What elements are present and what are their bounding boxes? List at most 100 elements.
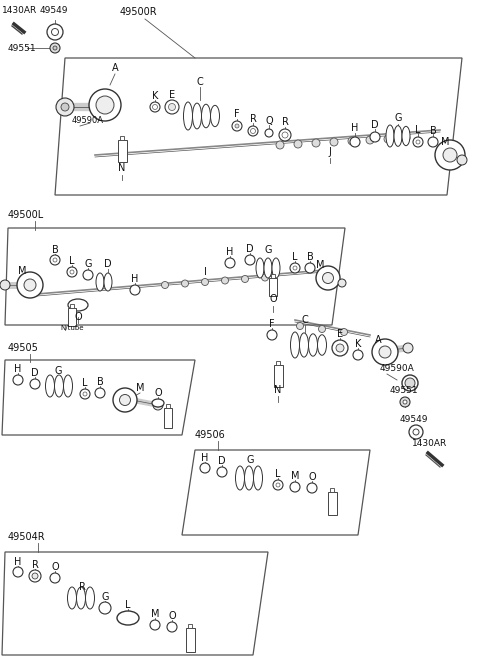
Text: N: N: [274, 385, 282, 395]
Circle shape: [0, 280, 10, 290]
Ellipse shape: [402, 127, 410, 146]
Circle shape: [47, 24, 63, 40]
Text: G: G: [246, 455, 254, 465]
Circle shape: [241, 276, 249, 282]
Text: G: G: [264, 245, 272, 255]
Text: 1430AR: 1430AR: [412, 438, 447, 448]
Circle shape: [51, 29, 59, 36]
Ellipse shape: [272, 258, 280, 278]
Circle shape: [312, 139, 320, 147]
Circle shape: [276, 483, 280, 487]
Bar: [120, 136, 124, 140]
Text: D: D: [31, 368, 39, 378]
Text: M: M: [291, 471, 299, 481]
Circle shape: [83, 392, 87, 396]
Circle shape: [402, 134, 410, 142]
Circle shape: [370, 132, 380, 142]
Ellipse shape: [55, 375, 63, 397]
Circle shape: [350, 137, 360, 147]
Ellipse shape: [96, 273, 104, 291]
Circle shape: [150, 620, 160, 630]
Circle shape: [202, 278, 208, 286]
Circle shape: [181, 280, 189, 287]
Text: L: L: [125, 600, 131, 610]
Text: K: K: [355, 339, 361, 349]
Ellipse shape: [300, 333, 309, 357]
Text: K: K: [152, 91, 158, 101]
Bar: [166, 404, 170, 408]
Text: F: F: [234, 109, 240, 119]
Circle shape: [366, 136, 374, 144]
Circle shape: [225, 258, 235, 268]
Circle shape: [403, 400, 407, 404]
Text: Q: Q: [265, 116, 273, 126]
Circle shape: [400, 397, 410, 407]
Ellipse shape: [183, 102, 192, 130]
Circle shape: [276, 141, 284, 149]
Ellipse shape: [402, 375, 418, 391]
Text: E: E: [169, 90, 175, 100]
Bar: [186, 628, 195, 652]
Ellipse shape: [211, 105, 219, 127]
Circle shape: [338, 279, 346, 287]
Ellipse shape: [290, 332, 300, 358]
Ellipse shape: [76, 587, 85, 609]
Circle shape: [267, 330, 277, 340]
Circle shape: [130, 285, 140, 295]
Text: H: H: [14, 364, 22, 374]
Ellipse shape: [379, 346, 391, 358]
Bar: [118, 140, 127, 162]
Text: 49505: 49505: [8, 343, 39, 353]
Ellipse shape: [394, 126, 402, 147]
Circle shape: [353, 350, 363, 360]
Circle shape: [262, 274, 268, 281]
Circle shape: [217, 467, 227, 477]
Circle shape: [330, 138, 338, 146]
Circle shape: [307, 483, 317, 493]
Ellipse shape: [317, 335, 326, 355]
Circle shape: [340, 328, 348, 335]
Bar: [269, 278, 277, 296]
Text: D: D: [104, 259, 112, 269]
Bar: [276, 361, 280, 365]
Text: O: O: [51, 562, 59, 572]
Circle shape: [428, 137, 438, 147]
Circle shape: [265, 129, 273, 137]
Bar: [330, 488, 334, 492]
Circle shape: [53, 46, 57, 50]
Text: L: L: [275, 469, 281, 479]
Circle shape: [61, 103, 69, 111]
Bar: [68, 308, 76, 326]
Text: 49549: 49549: [400, 416, 429, 424]
Text: B: B: [96, 377, 103, 387]
Circle shape: [50, 43, 60, 53]
Ellipse shape: [435, 140, 465, 170]
Ellipse shape: [68, 587, 76, 609]
Circle shape: [80, 389, 90, 399]
Ellipse shape: [309, 333, 317, 356]
Text: 49506: 49506: [195, 430, 226, 440]
Circle shape: [167, 622, 177, 632]
Circle shape: [30, 379, 40, 389]
Text: 49504R: 49504R: [8, 532, 46, 542]
Circle shape: [416, 140, 420, 144]
Bar: [70, 304, 74, 308]
Ellipse shape: [120, 394, 131, 406]
Ellipse shape: [264, 258, 272, 278]
Text: M: M: [316, 260, 324, 270]
Circle shape: [67, 267, 77, 277]
Circle shape: [153, 400, 163, 410]
Ellipse shape: [386, 125, 394, 147]
Ellipse shape: [372, 339, 398, 365]
Text: 49590A: 49590A: [380, 363, 415, 373]
Text: H: H: [351, 123, 359, 133]
Text: 49500R: 49500R: [120, 7, 157, 17]
Text: M: M: [151, 609, 159, 619]
Circle shape: [13, 567, 23, 577]
Text: N/tube: N/tube: [60, 325, 84, 331]
Ellipse shape: [117, 611, 139, 625]
Text: D: D: [218, 456, 226, 466]
Ellipse shape: [104, 273, 112, 291]
Circle shape: [165, 100, 179, 114]
Ellipse shape: [24, 279, 36, 291]
